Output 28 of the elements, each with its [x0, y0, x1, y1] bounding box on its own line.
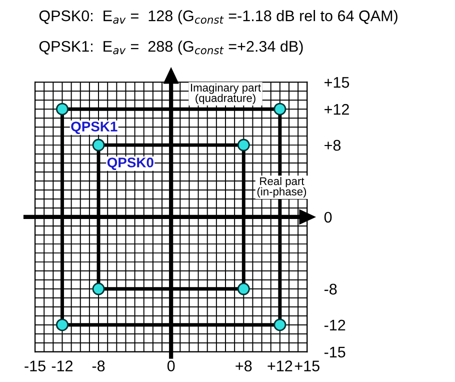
x-tick-label: 0 [167, 360, 175, 372]
chart-title: QPSK0: E$_{av}$ = 128 (G$_{const}$ =-1.18 dB rel to 64 QAM) [39, 10, 398, 24]
x-tick-label: -15 [24, 360, 46, 372]
point [56, 102, 68, 116]
point [237, 138, 250, 152]
y-tick-label: +8 [324, 140, 341, 151]
y-tick-label: -15 [324, 346, 346, 358]
annotation: Real part (in-phase) [257, 176, 306, 198]
x-tick-label: +12 [268, 360, 292, 372]
x-tick-label: -8 [92, 360, 105, 372]
annotation: Imaginary part (quadrature) [191, 83, 261, 104]
x-tick-label: +15 [294, 360, 320, 372]
y-tick-label: 0 [324, 212, 332, 223]
series-label: QPSK1 [71, 122, 118, 134]
point [56, 318, 68, 332]
point [274, 318, 286, 332]
point [92, 138, 105, 152]
x-tick-label: +8 [236, 360, 252, 372]
series-label: QPSK0 [107, 158, 154, 170]
point [92, 282, 105, 296]
y-tick-label: +15 [324, 77, 350, 88]
y-tick-label: -8 [324, 284, 337, 295]
point [237, 282, 250, 296]
y-tick-label: -12 [324, 320, 346, 330]
y-tick-label: +12 [324, 104, 349, 115]
x-tick-label: -12 [52, 360, 73, 372]
point [274, 102, 286, 116]
chart-subtitle: QPSK1: E$_{av}$ = 288 (G$_{const}$ =+2.34 dB) [39, 40, 303, 55]
